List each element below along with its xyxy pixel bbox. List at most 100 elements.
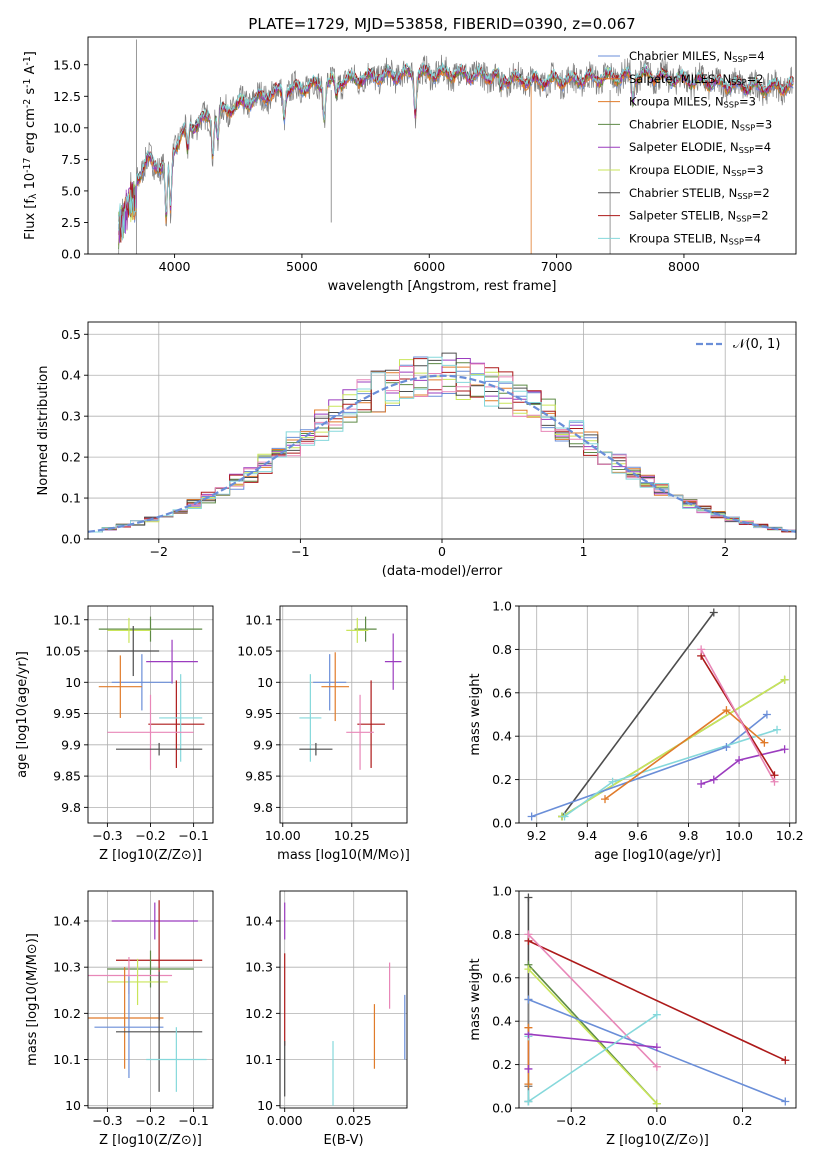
- mass_vs_ebv-ytick-label-3: 10.3: [245, 960, 273, 975]
- spectrum-legend-label-0: Chabrier MILES, NSSP=4: [629, 49, 765, 64]
- mass_vs_ebv-xtick-label-0: 0.000: [267, 1113, 303, 1128]
- mass_vs_ebv-ytick-label-2: 10.2: [245, 1006, 273, 1021]
- weight_vs_Z-axes: −0.2 0.0 0.2 0.0 0.2 0.4 0.6 0.8 1.0 Z [log10(Z/Z…: [468, 884, 797, 1148]
- weight_vs_Z-marker-9-0: [524, 1097, 533, 1106]
- age_vs_Z-ylabel: age [log10(age/yr)]: [15, 651, 30, 778]
- weight_vs_age-xtick-label-2: 9.6: [628, 828, 648, 843]
- weight_vs_Z-marker-6-1: [781, 1097, 790, 1106]
- weight_vs_age-marker-4-0: [560, 812, 569, 821]
- mass_vs_Z-plot-area: [88, 891, 213, 1108]
- mass_vs_Z-ytick-label-1: 10.1: [53, 1052, 81, 1067]
- weight_vs_Z-marker-3-1: [652, 1062, 661, 1071]
- weight_vs_age-ylabel: mass weight: [468, 673, 483, 755]
- mass_vs_ebv-plot-area: [280, 891, 407, 1108]
- mass_vs_Z-ytick-label-2: 10.2: [53, 1006, 81, 1021]
- weight_vs_age-xtick-label-3: 9.8: [679, 828, 699, 843]
- weight_vs_Z-series-8: [527, 1014, 658, 1103]
- mass_vs_Z-xtick-label-1: −0.2: [135, 1113, 165, 1128]
- weight_vs_age-ytick-label-3: 0.6: [492, 685, 512, 700]
- spectrum-legend-label-1: Salpeter MILES, NSSP=2: [629, 72, 764, 87]
- weight_vs_age-series-8: [700, 649, 776, 783]
- weight_vs_Z-ytick-label-5: 1.0: [492, 884, 512, 899]
- weight_vs_age-ytick-label-1: 0.2: [492, 772, 512, 787]
- spectrum-title: PLATE=1729, MJD=53858, FIBERID=0390, z=0…: [248, 15, 635, 33]
- weight_vs_Z-ytick-label-4: 0.8: [492, 927, 512, 942]
- weight_vs_Z-xlabel: Z [log10(Z/Z⊙)]: [606, 1133, 709, 1148]
- weight_vs_age-marker-6-1: [709, 775, 718, 784]
- weight_vs_age-ytick-label-5: 1.0: [492, 599, 512, 614]
- age_vs_Z-xtick-label-2: −0.1: [178, 828, 208, 843]
- age_vs_Z-ytick-label-2: 9.9: [61, 737, 81, 752]
- mass_vs_ebv-ytick-label-0: 10: [257, 1098, 273, 1113]
- weight_vs_Z-xtick-label-2: 0.2: [733, 1113, 753, 1128]
- residuals-xtick-label-1: −1: [291, 544, 309, 559]
- age_vs_Z-axes: −0.3 −0.2 −0.1 9.8 9.85 9.9 9.95 10 10.05 10.1 Z […: [15, 605, 214, 863]
- residuals-ytick-label-5: 0.5: [61, 327, 81, 342]
- weight_vs_Z-marker-10-0: [524, 1064, 533, 1073]
- weight_vs_Z-frame: [518, 890, 797, 1109]
- spectrum-ytick-label-6: 15.0: [53, 57, 81, 72]
- weight_vs_Z-marker-11-1: [524, 1023, 533, 1032]
- spectrum-ytick-label-5: 12.5: [53, 89, 81, 104]
- weight_vs_Z-ytick-label-3: 0.6: [492, 970, 512, 985]
- weight_vs_age-marker-5-2: [760, 738, 769, 747]
- spectrum-ytick-label-1: 2.5: [61, 215, 81, 230]
- weight_vs_age-axes: 9.2 9.4 9.6 9.8 10.0 10.2 0.0 0.2 0.4 0.6 0.8 1.0 ag…: [468, 599, 804, 864]
- residuals-xtick-label-3: 1: [580, 544, 588, 559]
- spectrum-legend-label-3: Chabrier ELODIE, NSSP=3: [629, 117, 772, 132]
- age_vs_Z-ytick-label-6: 10.1: [53, 612, 81, 627]
- weight_vs_Z-marker-3-0: [524, 930, 533, 939]
- spectrum-frame: [87, 36, 797, 255]
- residuals-xtick-label-0: −2: [150, 544, 168, 559]
- weight_vs_Z-marker-6-0: [524, 995, 533, 1004]
- weight_vs_age-marker-4-2: [773, 725, 782, 734]
- age_vs_mass-plot-area: [280, 606, 407, 823]
- weight_vs_Z-xtick-label-1: 0.0: [647, 1113, 667, 1128]
- age_vs_Z-ytick-label-1: 9.85: [53, 769, 81, 784]
- residuals-ytick-label-4: 0.4: [61, 368, 81, 383]
- age_vs_Z-ytick-label-5: 10.05: [45, 644, 81, 659]
- spectrum-legend-label-8: Kroupa STELIB, NSSP=4: [629, 231, 761, 246]
- spectrum-xtick-label-0: 4000: [159, 259, 191, 274]
- age_vs_Z-ytick-label-0: 9.8: [61, 800, 81, 815]
- spectrum-legend-label-7: Salpeter STELIB, NSSP=2: [629, 209, 769, 224]
- spectrum-ytick-label-2: 5.0: [61, 183, 81, 198]
- residuals-xtick-label-4: 2: [721, 544, 729, 559]
- mass_vs_Z-axes: −0.3 −0.2 −0.1 10 10.1 10.2 10.3 10.4 Z [log10(Z…: [25, 890, 214, 1148]
- spectrum-ytick-label-3: 7.5: [61, 152, 81, 167]
- mass_vs_ebv-ytick-label-1: 10.1: [245, 1052, 273, 1067]
- weight_vs_Z-marker-7-1: [652, 1043, 661, 1052]
- age_vs_Z-xtick-label-0: −0.3: [92, 828, 122, 843]
- weight_vs_Z-marker-2-1: [781, 1056, 790, 1065]
- weight_vs_Z-series-3: [527, 933, 658, 1068]
- weight_vs_age-marker-8-1: [770, 777, 779, 786]
- age_vs_mass-ytick-label-2: 9.9: [253, 737, 273, 752]
- weight_vs_Z-series-5: [527, 968, 658, 1105]
- weight_vs_age-ytick-label-0: 0.0: [492, 816, 512, 831]
- weight_vs_age-xtick-label-5: 10.2: [776, 828, 804, 843]
- residuals-legend-label: 𝒩(0, 1): [733, 337, 780, 352]
- weight_vs_age-marker-3-0: [527, 812, 536, 821]
- age_vs_mass-xtick-label-1: 10.25: [334, 828, 370, 843]
- mass_vs_Z-xtick-label-2: −0.1: [178, 1113, 208, 1128]
- mass_vs_ebv-axes: 0.000 0.025 10 10.1 10.2 10.3 10.4 E(B-V): [245, 890, 408, 1148]
- weight_vs_age-marker-6-2: [735, 756, 744, 765]
- spectrum-model-7: [118, 63, 794, 243]
- weight_vs_Z-marker-0-1: [524, 893, 533, 902]
- spectrum-xtick-label-1: 5000: [286, 259, 318, 274]
- residuals-xlabel: (data-model)/error: [382, 564, 503, 579]
- residuals-axes: −2 −1 0 1 2 0.0 0.1 0.2 0.3 0.4 0.5 (data-model)/er…: [36, 321, 797, 579]
- residuals-plot-area: [88, 322, 796, 539]
- mass_vs_Z-xtick-label-0: −0.3: [92, 1113, 122, 1128]
- weight_vs_age-plot-area: [519, 606, 796, 823]
- weight_vs_age-ytick-label-2: 0.4: [492, 729, 512, 744]
- age_vs_mass-ytick-label-1: 9.85: [245, 769, 273, 784]
- age_vs_Z-ytick-label-4: 10: [65, 675, 81, 690]
- weight_vs_age-marker-4-1: [608, 777, 617, 786]
- spectrum-legend-label-5: Kroupa ELODIE, NSSP=3: [629, 163, 764, 178]
- age_vs_mass-ytick-label-5: 10.05: [237, 644, 273, 659]
- weight_vs_age-marker-5-1: [722, 706, 731, 715]
- weight_vs_Z-ytick-label-1: 0.2: [492, 1057, 512, 1072]
- spectrum-xlabel: wavelength [Angstrom, rest frame]: [328, 279, 557, 294]
- age_vs_mass-axes: 10.00 10.25 9.8 9.85 9.9 9.95 10 10.05 10.1 mass …: [237, 605, 410, 863]
